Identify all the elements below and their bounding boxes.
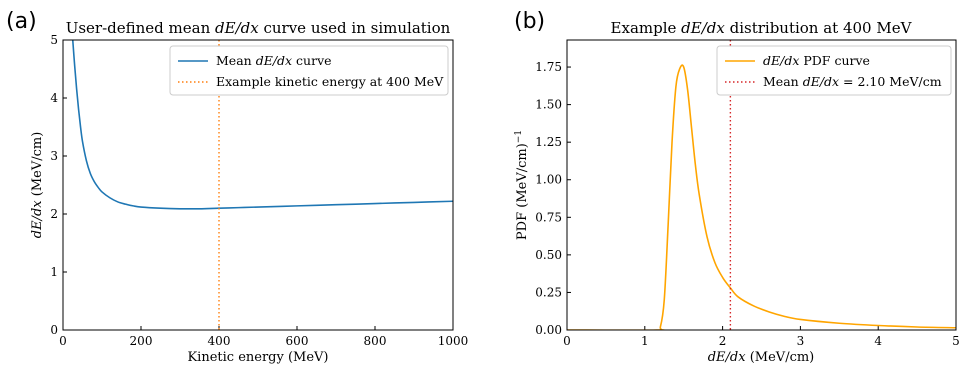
panel-b-ylabel: PDF (MeV/cm)−1 — [514, 130, 530, 240]
panel-a-letter: (a) — [6, 9, 37, 34]
panel-b-legend: dE/dx PDF curve Mean dE/dx = 2.10 MeV/cm — [716, 45, 952, 96]
panel-b: (b) Example dE/dx distribution at 400 Me… — [514, 9, 960, 365]
panel-a-legend-box — [169, 45, 449, 96]
panel-a-xtick-label: 0 — [59, 334, 67, 348]
legend-label-mean-value: Mean dE/dx = 2.10 MeV/cm — [763, 74, 942, 89]
panel-b-legend-box — [716, 45, 952, 96]
panel-b-xlabel: dE/dx (MeV/cm) — [708, 350, 815, 365]
panel-a-xlabel: Kinetic energy (MeV) — [187, 350, 328, 365]
panel-b-letter: (b) — [514, 9, 545, 34]
panel-b-xtick-label: 3 — [797, 334, 805, 348]
panel-a-xtick-label: 400 — [208, 334, 231, 348]
panel-b-xtick-label: 1 — [641, 334, 649, 348]
panel-a-series-line — [71, 40, 453, 210]
panel-a-ytick-label: 3 — [50, 149, 58, 163]
panel-b-ytick-label: 0.00 — [535, 323, 562, 337]
panel-a-title: User-defined mean dE/dx curve used in si… — [66, 19, 451, 37]
legend-label-pdf-curve: dE/dx PDF curve — [763, 53, 870, 68]
panel-b-ytick-label: 0.25 — [535, 285, 562, 299]
panel-a-ylabel: dE/dx (MeV/cm) — [30, 132, 45, 239]
panel-a: (a) User-defined mean dE/dx curve used i… — [6, 9, 468, 365]
panel-b-ytick-label: 1.00 — [535, 173, 562, 187]
panel-b-ytick-label: 1.25 — [535, 135, 562, 149]
panel-a-ytick-label: 4 — [50, 91, 58, 105]
panel-a-legend: Mean dE/dx curve Example kinetic energy … — [169, 45, 449, 96]
panel-a-xtick-label: 200 — [130, 334, 153, 348]
legend-label-mean-curve: Mean dE/dx curve — [216, 53, 332, 68]
panel-a-axes-frame — [62, 39, 454, 331]
panel-b-ticks: 0 1 2 3 4 5 0.00 0.25 0.50 0.75 1.00 1.25 1.50 1.75 — [535, 60, 960, 348]
panel-a-ytick-label: 2 — [50, 207, 58, 221]
panel-a-xtick-label: 800 — [364, 334, 387, 348]
panel-a-xtick-label: 1000 — [438, 334, 469, 348]
panel-a-ytick-label: 1 — [50, 265, 58, 279]
legend-label-example-energy: Example kinetic energy at 400 MeV — [216, 74, 444, 89]
panel-a-ytick-label: 0 — [50, 323, 58, 337]
panel-b-ytick-label: 0.75 — [535, 210, 562, 224]
panel-b-ytick-label: 1.50 — [535, 98, 562, 112]
panel-a-xtick-label: 600 — [286, 334, 309, 348]
panel-b-series-line — [567, 64, 956, 330]
panel-b-axes-frame — [566, 39, 957, 331]
panel-a-ytick-label: 5 — [50, 33, 58, 47]
panel-b-xtick-label: 5 — [952, 334, 960, 348]
panel-b-xtick-label: 2 — [719, 334, 727, 348]
panel-b-title: Example dE/dx distribution at 400 MeV — [611, 19, 913, 37]
panel-b-ytick-label: 1.75 — [535, 60, 562, 74]
panel-b-xtick-label: 0 — [563, 334, 571, 348]
panel-b-ytick-label: 0.50 — [535, 248, 562, 262]
panel-b-xtick-label: 4 — [874, 334, 882, 348]
